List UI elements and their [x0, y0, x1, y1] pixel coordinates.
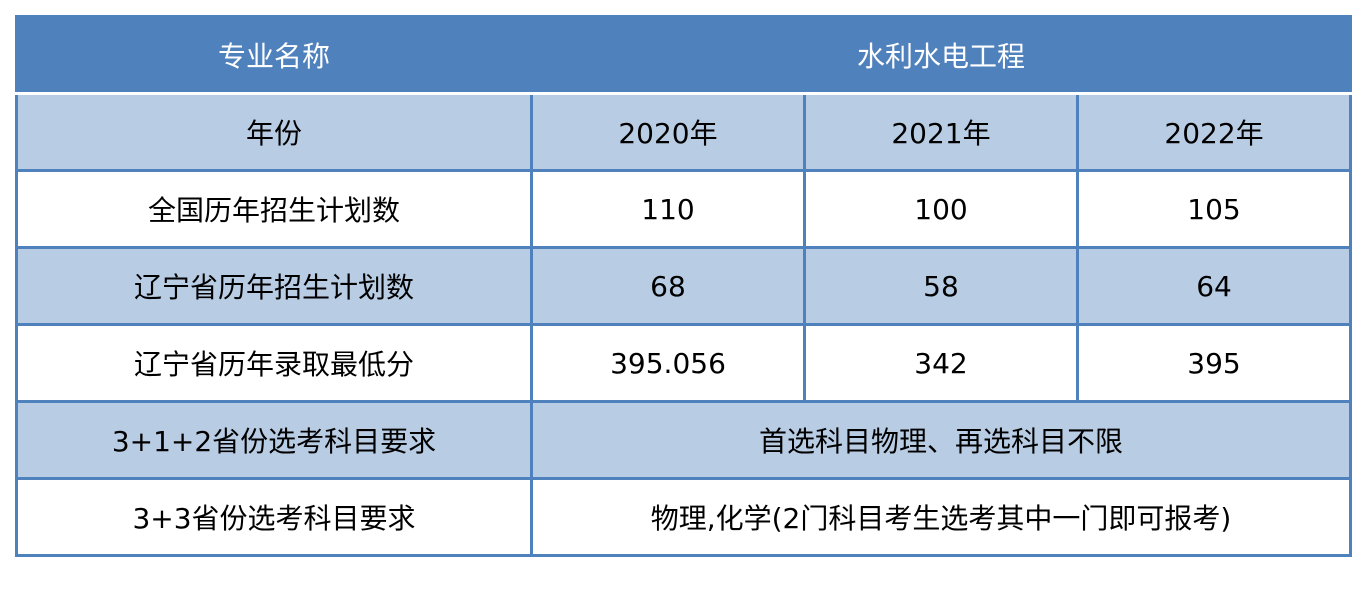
cell-value: 105 [1075, 169, 1353, 249]
admission-table: 专业名称 水利水电工程 年份 2020年 2021年 2022年 全国历年招生计… [15, 15, 1353, 557]
year-label: 年份 [15, 92, 533, 172]
year-2022: 2022年 [1075, 92, 1353, 172]
cell-value: 110 [530, 169, 806, 249]
year-2020: 2020年 [530, 92, 806, 172]
table-row-requirement-312: 3+1+2省份选考科目要求 首选科目物理、再选科目不限 [15, 400, 1353, 480]
cell-value: 58 [803, 246, 1079, 326]
requirement-label: 3+3省份选考科目要求 [15, 477, 533, 557]
cell-value: 395.056 [530, 323, 806, 403]
table-row-requirement-33: 3+3省份选考科目要求 物理,化学(2门科目考生选考其中一门即可报考) [15, 477, 1353, 557]
cell-value: 64 [1075, 246, 1353, 326]
cell-value: 100 [803, 169, 1079, 249]
row-label: 辽宁省历年招生计划数 [15, 246, 533, 326]
table-row-liaoning-plan: 辽宁省历年招生计划数 68 58 64 [15, 246, 1353, 326]
requirement-label: 3+1+2省份选考科目要求 [15, 400, 533, 480]
row-label: 全国历年招生计划数 [15, 169, 533, 249]
cell-value: 395 [1075, 323, 1353, 403]
year-2021: 2021年 [803, 92, 1079, 172]
year-row: 年份 2020年 2021年 2022年 [15, 92, 1353, 172]
admission-table-container: 专业名称 水利水电工程 年份 2020年 2021年 2022年 全国历年招生计… [15, 15, 1353, 557]
requirement-value: 物理,化学(2门科目考生选考其中一门即可报考) [529, 477, 1353, 557]
table-row-national-plan: 全国历年招生计划数 110 100 105 [15, 169, 1353, 249]
table-header-row: 专业名称 水利水电工程 [15, 15, 1353, 95]
requirement-value: 首选科目物理、再选科目不限 [529, 400, 1353, 480]
table-row-liaoning-min-score: 辽宁省历年录取最低分 395.056 342 395 [15, 323, 1353, 403]
cell-value: 68 [530, 246, 806, 326]
major-name-label: 专业名称 [15, 15, 533, 95]
row-label: 辽宁省历年录取最低分 [15, 323, 533, 403]
cell-value: 342 [803, 323, 1079, 403]
major-name-value: 水利水电工程 [529, 15, 1353, 95]
